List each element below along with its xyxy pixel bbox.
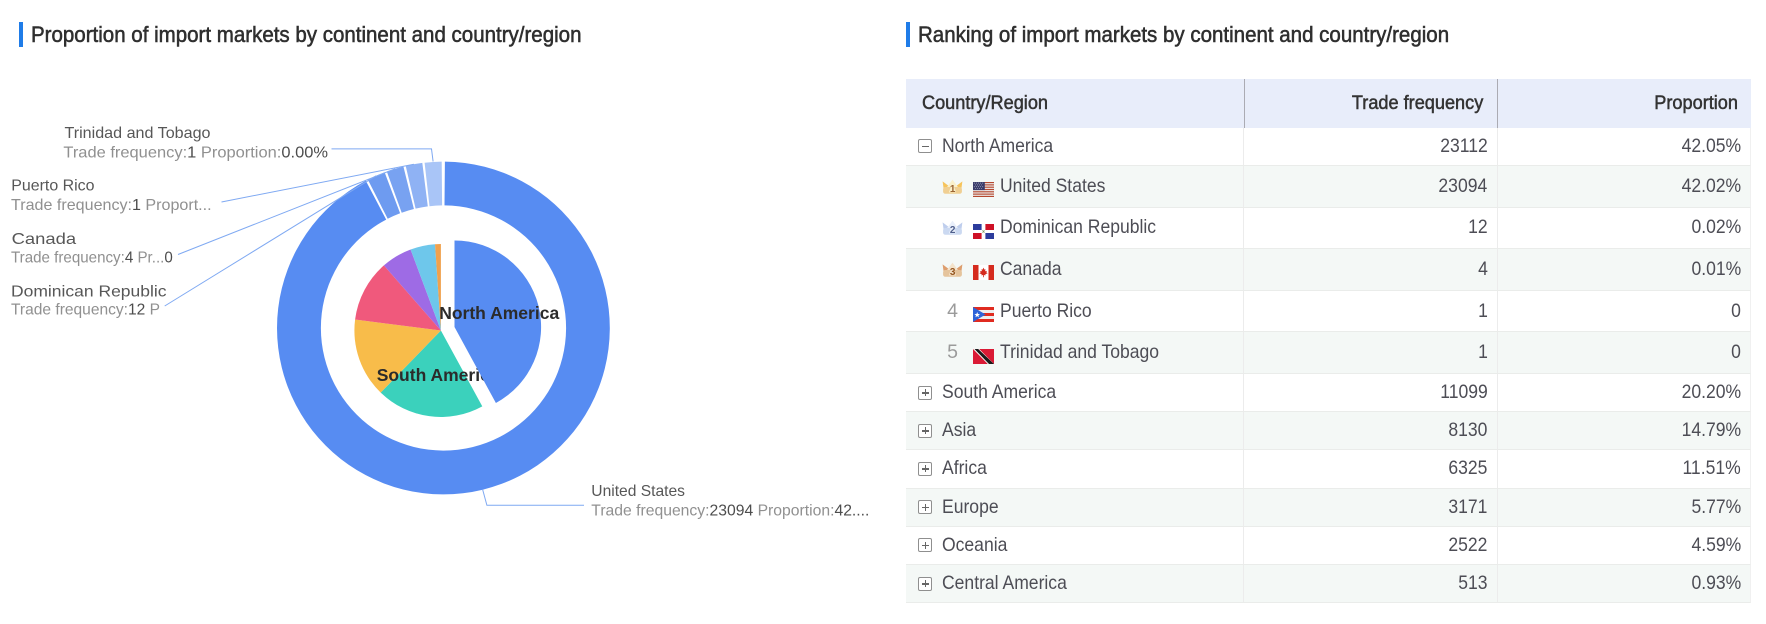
svg-text:Trade frequency:4 Pr...0: Trade frequency:4 Pr...0 [11, 249, 173, 266]
svg-text:3: 3 [950, 267, 956, 277]
svg-text:United States: United States [591, 483, 685, 500]
svg-text:Trade frequency:1 Proport...: Trade frequency:1 Proport... [11, 197, 212, 214]
svg-text:Trade frequency:1 Proportion:0: Trade frequency: 1 Proportion: 0.00% [63, 145, 328, 162]
svg-text:North America: North America [439, 303, 559, 323]
svg-text:Dominican Republic: Dominican Republic [11, 284, 167, 301]
svg-text:South America: South America [377, 365, 500, 385]
svg-text:Trade frequency:12 P: Trade frequency:12 P [11, 302, 160, 319]
svg-text:Canada: Canada [12, 231, 77, 248]
svg-text:2: 2 [950, 226, 956, 236]
svg-text:1: 1 [950, 184, 956, 194]
svg-text:Puerto Rico: Puerto Rico [11, 177, 94, 194]
svg-text:Trade frequency:23094 Proporti: Trade frequency:23094 Proportion:42.... [591, 502, 869, 519]
svg-text:Trinidad and Tobago: Trinidad and Tobago [65, 125, 211, 142]
